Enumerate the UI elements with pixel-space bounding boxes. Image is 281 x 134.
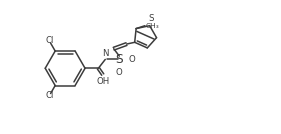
Text: CH₃: CH₃	[146, 23, 160, 29]
Text: O: O	[116, 68, 123, 77]
Text: O: O	[128, 55, 135, 64]
Text: Cl: Cl	[45, 36, 53, 45]
Text: OH: OH	[97, 77, 110, 86]
Text: Cl: Cl	[45, 91, 53, 100]
Text: N: N	[102, 49, 109, 58]
Text: S: S	[148, 14, 153, 23]
Text: S: S	[115, 53, 123, 66]
